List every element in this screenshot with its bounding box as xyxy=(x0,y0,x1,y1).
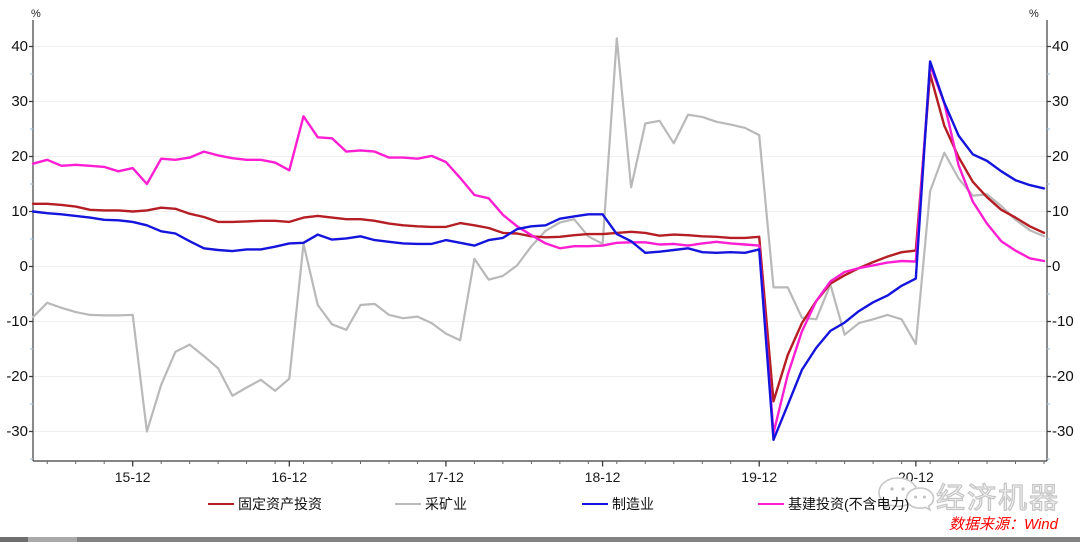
x-tick-label: 16-12 xyxy=(271,469,308,485)
x-tick-label: 19-12 xyxy=(741,469,778,485)
chat-bubbles-icon xyxy=(878,477,935,512)
y-tick-label-right: -20 xyxy=(1052,367,1074,385)
y-tick-label-left: 0 xyxy=(19,257,28,275)
y-tick-label-right: 20 xyxy=(1052,147,1069,165)
y-tick-label-left: 10 xyxy=(11,202,28,220)
y-tick-label-left: -10 xyxy=(6,312,28,330)
legend-label: 基建投资(不含电力) xyxy=(788,496,910,512)
y-tick-label-right: 30 xyxy=(1052,92,1069,110)
y-tick-label-left: -20 xyxy=(6,367,28,385)
legend-item-infrastructure: 基建投资(不含电力) xyxy=(758,496,909,512)
scrollbar-track-left xyxy=(0,537,28,542)
y-tick-label-right: -10 xyxy=(1052,312,1074,330)
y-tick-label-left: 20 xyxy=(11,147,28,165)
x-tick-label: 15-12 xyxy=(114,469,151,485)
legend-label: 制造业 xyxy=(612,496,654,512)
x-tick-label: 18-12 xyxy=(584,469,621,485)
legend-item-mining: 采矿业 xyxy=(395,496,467,512)
y-tick-label-right: 0 xyxy=(1052,257,1061,275)
y-tick-label-right: 40 xyxy=(1052,37,1069,55)
y-tick-label-right: -30 xyxy=(1052,422,1074,440)
y-tick-label-left: 40 xyxy=(11,37,28,55)
watermark-text: 经济机器 xyxy=(935,482,1061,515)
right-axis-unit: % xyxy=(1029,8,1039,20)
scrollbar-thumb[interactable] xyxy=(28,537,77,542)
y-tick-label-right: 10 xyxy=(1052,202,1069,220)
legend-item-fixed-asset-investment: 固定资产投资 xyxy=(208,496,322,512)
legend-line-swatch xyxy=(758,503,784,505)
y-tick-label-left: 30 xyxy=(11,92,28,110)
legend-line-swatch xyxy=(582,503,608,505)
legend-label: 采矿业 xyxy=(425,496,467,512)
data-source-note: 数据来源：Wind xyxy=(948,516,1058,533)
x-tick-label: 17-12 xyxy=(428,469,464,485)
legend-line-swatch xyxy=(208,503,234,505)
left-axis-unit: % xyxy=(31,8,41,20)
legend-item-manufacturing: 制造业 xyxy=(582,496,654,512)
y-tick-label-left: -30 xyxy=(6,422,28,440)
horizontal-scrollbar[interactable] xyxy=(0,537,1080,542)
legend-label: 固定资产投资 xyxy=(238,496,322,512)
legend-line-swatch xyxy=(395,503,421,505)
watermark: 经济机器 xyxy=(876,474,1076,516)
